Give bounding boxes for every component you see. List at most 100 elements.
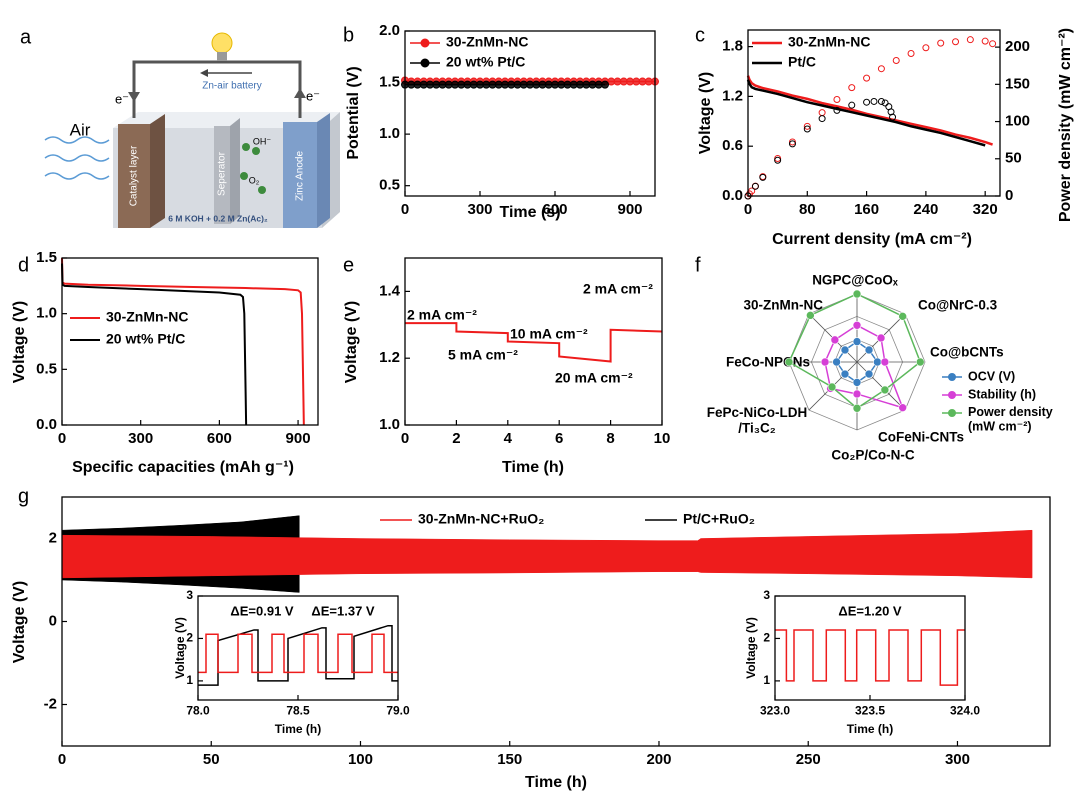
data-point: [853, 390, 861, 398]
y2-tick-label: 150: [1005, 75, 1030, 92]
category-label: Co@NrC-0.3: [918, 298, 998, 313]
catalyst-label: Catalyst layer: [129, 145, 140, 206]
anode-label: Zinc Anode: [295, 151, 306, 201]
data-point: [853, 404, 861, 412]
y-tick-label: 1.2: [722, 87, 743, 104]
data-point: [853, 321, 861, 329]
x-tick-label: 0: [401, 430, 409, 447]
y2-tick-label: 50: [1005, 150, 1022, 167]
annotation: 20 mA cm⁻²: [555, 370, 633, 386]
x-tick-label: 300: [128, 430, 153, 447]
data-point: [831, 336, 839, 344]
catalyst-side: [150, 114, 165, 228]
molecule: [242, 143, 250, 151]
legend-marker: [421, 59, 429, 67]
data-point: [916, 358, 924, 366]
air-label: Air: [70, 120, 91, 139]
data-point: [881, 358, 889, 366]
hydroxide-label: OH⁻: [253, 136, 272, 146]
legend-label: Pt/C: [788, 54, 816, 70]
x-tick-label: 79.0: [386, 704, 410, 718]
anode-side: [317, 113, 330, 228]
x-tick-label: 80: [799, 201, 816, 218]
y-tick-label: -2: [44, 695, 57, 712]
x-tick-label: 900: [286, 430, 311, 447]
annotation: 10 mA cm⁻²: [510, 326, 588, 342]
data-point: [865, 346, 873, 354]
panel-label: a: [20, 26, 32, 48]
annotation: ΔE=0.91 V: [230, 603, 294, 618]
separator-side: [230, 118, 240, 224]
y-axis-title: Voltage (V): [173, 617, 187, 679]
y-axis-title: Voltage (V): [343, 301, 360, 383]
data-point: [881, 386, 889, 394]
data-point: [873, 358, 881, 366]
x-tick-label: 324.0: [950, 704, 980, 718]
annotation: 5 mA cm⁻²: [448, 347, 518, 363]
legend-label: 30-ZnMn-NC: [788, 34, 870, 50]
y-axis-title: Voltage (V): [11, 581, 28, 663]
y-tick-label: 0.6: [722, 137, 743, 154]
category-label: 30-ZnMn-NC: [744, 298, 824, 313]
x-tick-label: 78.5: [286, 704, 310, 718]
y-tick-label: 1.4: [379, 282, 401, 299]
legend-label: 20 wt% Pt/C: [106, 331, 185, 347]
data-point: [865, 370, 873, 378]
y-axis-title: Voltage (V): [11, 301, 28, 383]
x-tick-label: 10: [654, 430, 671, 447]
y-axis-title: Voltage (V): [744, 617, 758, 679]
x-tick-label: 600: [207, 430, 232, 447]
x-axis-title: Time (h): [502, 459, 564, 476]
annotation: 2 mA cm⁻²: [407, 307, 477, 323]
data-point: [899, 312, 907, 320]
electron-label: e⁻: [115, 91, 129, 106]
data-point: [833, 358, 841, 366]
y-tick-label: 1.0: [379, 125, 400, 142]
legend-marker: [948, 409, 956, 417]
y-tick-label: 1.0: [36, 305, 57, 322]
legend-marker: [948, 391, 956, 399]
x-tick-label: 900: [617, 201, 642, 218]
y2-tick-label: 100: [1005, 113, 1030, 130]
legend-label: 30-ZnMn-NC: [446, 34, 528, 50]
data-point: [602, 81, 609, 88]
x-axis-title: Time (h): [847, 722, 893, 736]
y-tick-label: 0.5: [379, 177, 400, 194]
y-tick-label: 3: [186, 588, 193, 602]
data-point: [785, 358, 793, 366]
x-tick-label: 2: [452, 430, 460, 447]
x-tick-label: 323.0: [760, 704, 790, 718]
data-point: [877, 334, 885, 342]
x-tick-label: 50: [203, 751, 220, 768]
data-point: [841, 346, 849, 354]
y-tick-label: 1.5: [36, 249, 57, 266]
data-point: [899, 404, 907, 412]
x-axis-title: Time (h): [275, 722, 321, 736]
x-tick-label: 0: [58, 430, 66, 447]
x-axis-title: Specific capacities (mAh g⁻¹): [72, 459, 294, 476]
bulb: [212, 33, 232, 53]
y-tick-label: 1.5: [379, 74, 400, 91]
panel-label: f: [695, 254, 701, 276]
legend-label: 30-ZnMn-NC: [106, 309, 188, 325]
x-tick-label: 150: [497, 751, 522, 768]
x-tick-label: 323.5: [855, 704, 885, 718]
y-tick-label: 1: [763, 673, 770, 687]
y-tick-label: 0: [49, 612, 57, 629]
annotation: 2 mA cm⁻²: [583, 281, 653, 297]
x-tick-label: 240: [913, 201, 938, 218]
legend-label: OCV (V): [968, 369, 1015, 383]
x-tick-label: 300: [467, 201, 492, 218]
x-tick-label: 0: [744, 201, 752, 218]
category-label: Co₂P/Co-N-C: [831, 448, 914, 463]
panel-label: e: [343, 254, 354, 276]
legend-label: 30-ZnMn-NC+RuO₂: [418, 511, 544, 527]
legend-marker: [948, 373, 956, 381]
category-label: NGPC@CoOₓ: [812, 273, 898, 288]
x-axis-title: Time (h): [525, 774, 587, 791]
legend-label: Pt/C+RuO₂: [683, 511, 755, 527]
plot-area: [62, 258, 318, 425]
panel-label: d: [18, 254, 29, 276]
data-point: [821, 358, 829, 366]
molecule: [252, 147, 260, 155]
